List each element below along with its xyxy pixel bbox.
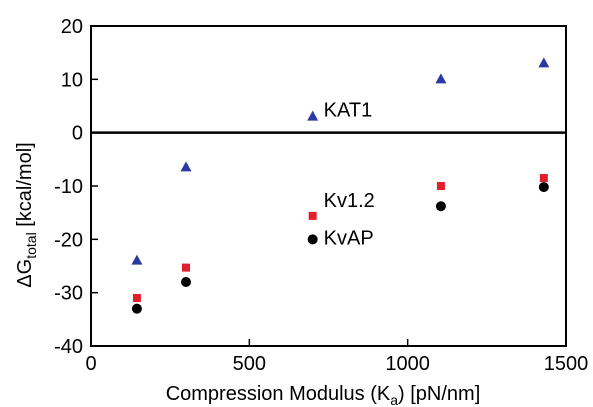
x-axis-title: Compression Modulus (Ka) [pN/nm]: [166, 383, 481, 407]
series-label-kv1-2: Kv1.2: [324, 190, 375, 212]
plot-frame: [90, 25, 567, 347]
kvap-point: [538, 182, 549, 193]
kat1-point: [435, 73, 447, 84]
y-tick-label: -10: [54, 176, 83, 198]
kv1-2-point: [308, 211, 317, 220]
series-label-kvap: KvAP: [324, 227, 374, 249]
x-tick-label: 500: [233, 353, 266, 375]
kv1-2-point: [539, 174, 548, 182]
kv1-2-point: [182, 263, 190, 272]
y-tick-label: 20: [61, 16, 83, 38]
axis-ticks: 0 500 1000 1500 -40 -30 -20 -10 0 10 20: [54, 16, 588, 375]
y-tick-label: 10: [61, 69, 83, 91]
kat1-point: [131, 254, 143, 265]
kvap-point: [307, 234, 318, 245]
y-axis-title: ΔGtotal [kcal/mol]: [14, 142, 39, 287]
kvap-point: [435, 201, 446, 212]
kvap-point: [131, 303, 142, 314]
series-labels: KAT1 Kv1.2 KvAP: [324, 100, 375, 250]
y-tick-label: -40: [54, 336, 83, 358]
kat1-point: [180, 161, 192, 172]
x-tick-label: 1500: [544, 353, 589, 375]
kv1-2-point: [436, 182, 445, 190]
y-tick-label: -30: [54, 283, 83, 305]
kat1-point: [307, 110, 319, 121]
kv1-2-point: [132, 294, 141, 302]
x-tick-label: 1000: [385, 353, 430, 375]
x-tick-label: 0: [85, 353, 96, 375]
series-label-kat1: KAT1: [324, 100, 373, 122]
kat1-point: [538, 57, 550, 68]
y-tick-label: -20: [54, 229, 83, 251]
kvap-point: [181, 277, 191, 287]
data-marks: [131, 57, 550, 314]
y-tick-label: 0: [72, 123, 83, 145]
